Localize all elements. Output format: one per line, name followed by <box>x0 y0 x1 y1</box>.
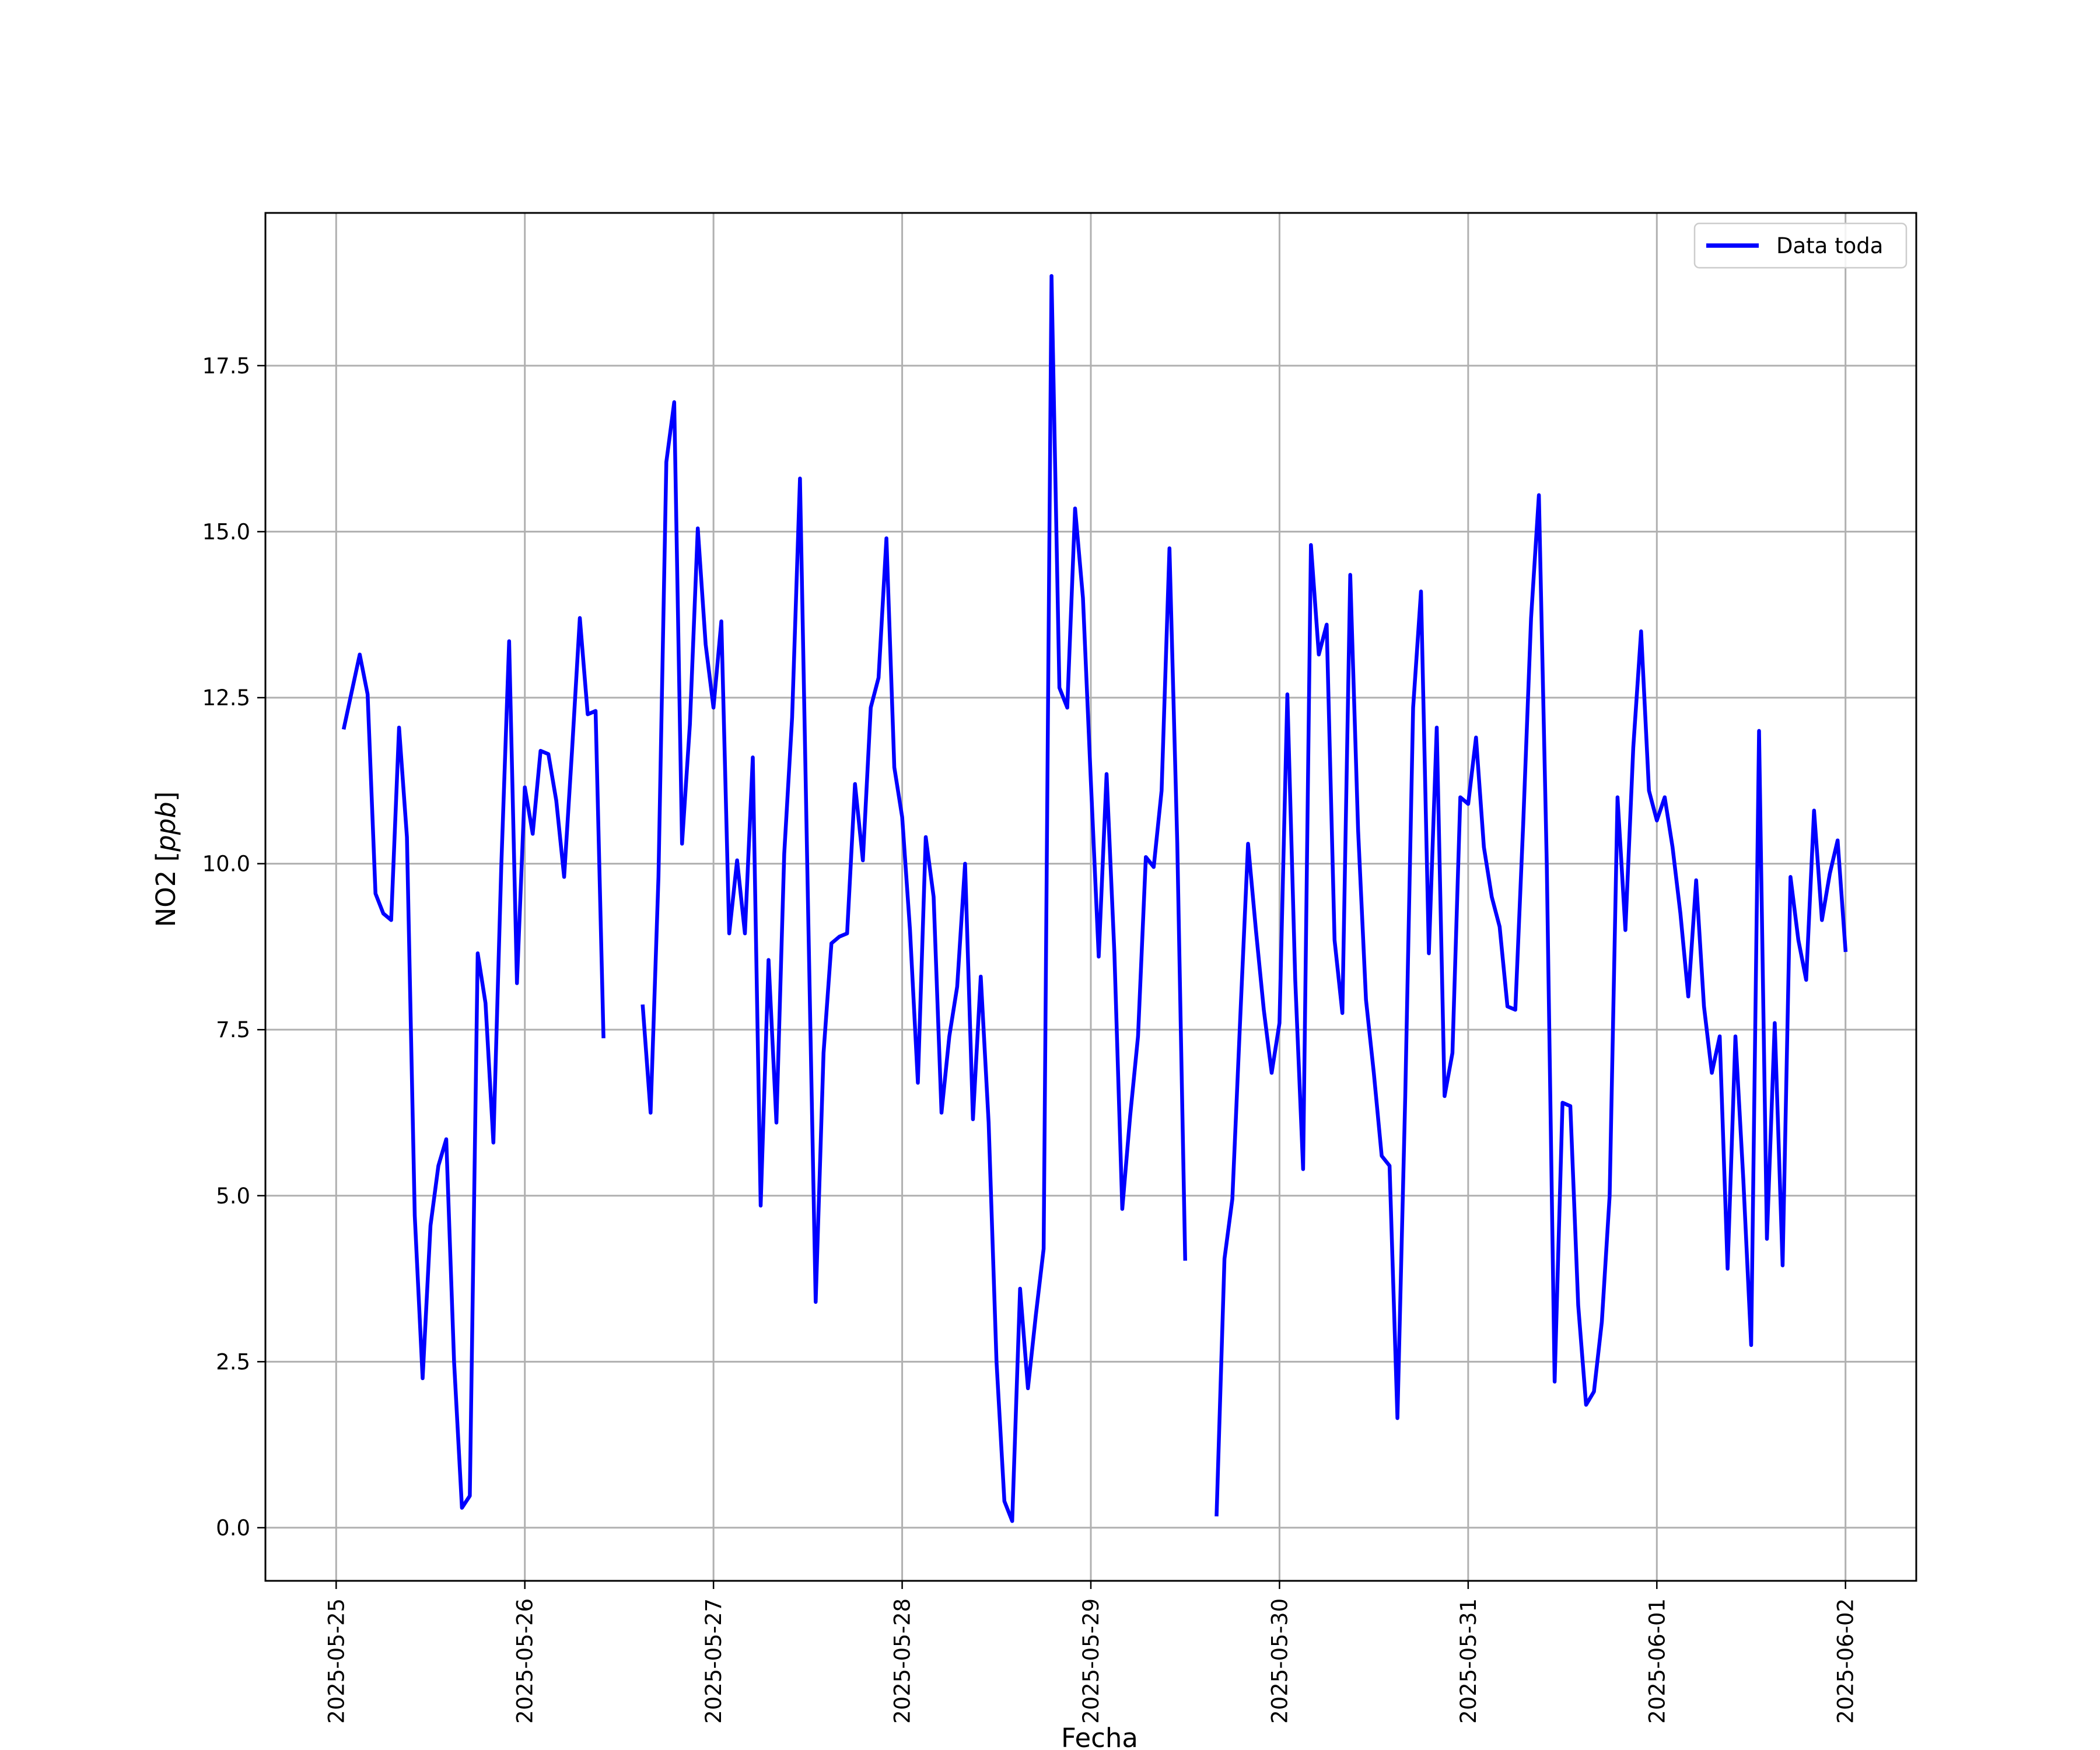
y-tick-label: 12.5 <box>202 685 250 710</box>
y-axis-label-main: NO2 [ <box>150 852 181 928</box>
x-tick-label: 2025-06-02 <box>1833 1598 1859 1724</box>
series-line <box>341 274 1848 1523</box>
grid-lines <box>265 213 1916 1581</box>
x-axis-label: Fecha <box>1061 1723 1138 1750</box>
y-axis-label-unit: ppb <box>150 802 181 852</box>
x-tick-label: 2025-06-01 <box>1644 1598 1670 1724</box>
x-tick-label: 2025-05-30 <box>1267 1598 1292 1724</box>
y-tick-label: 5.0 <box>216 1184 250 1209</box>
x-tick-label: 2025-05-28 <box>890 1598 915 1724</box>
x-tick-labels: 2025-05-25 2025-05-26 2025-05-27 2025-05-28… <box>324 1598 1858 1724</box>
x-tick-label: 2025-05-25 <box>324 1598 349 1724</box>
y-tick-label: 10.0 <box>202 852 250 877</box>
legend-label: Data toda <box>1776 233 1883 258</box>
x-tick-label: 2025-05-27 <box>701 1598 726 1724</box>
y-tick-label: 2.5 <box>216 1349 250 1374</box>
x-tick-label: 2025-05-31 <box>1456 1598 1481 1724</box>
y-axis-label-end: ] <box>150 792 181 802</box>
legend: Data toda <box>1693 222 1908 269</box>
y-axis-label: NO2 [ppb] <box>150 792 181 928</box>
data-series-layer <box>341 274 1848 1523</box>
y-tick-labels: 0.0 2.5 5.0 7.5 10.0 12.5 15.0 17.5 <box>202 354 250 1541</box>
legend-box <box>1693 222 1908 269</box>
x-tick-label: 2025-05-29 <box>1079 1598 1104 1724</box>
y-tick-label: 7.5 <box>216 1017 250 1042</box>
y-tick-label: 0.0 <box>216 1516 250 1541</box>
y-tick-label: 17.5 <box>202 354 250 379</box>
tick-marks <box>257 365 1846 1589</box>
x-tick-label: 2025-05-26 <box>513 1598 538 1724</box>
y-tick-label: 15.0 <box>202 519 250 544</box>
